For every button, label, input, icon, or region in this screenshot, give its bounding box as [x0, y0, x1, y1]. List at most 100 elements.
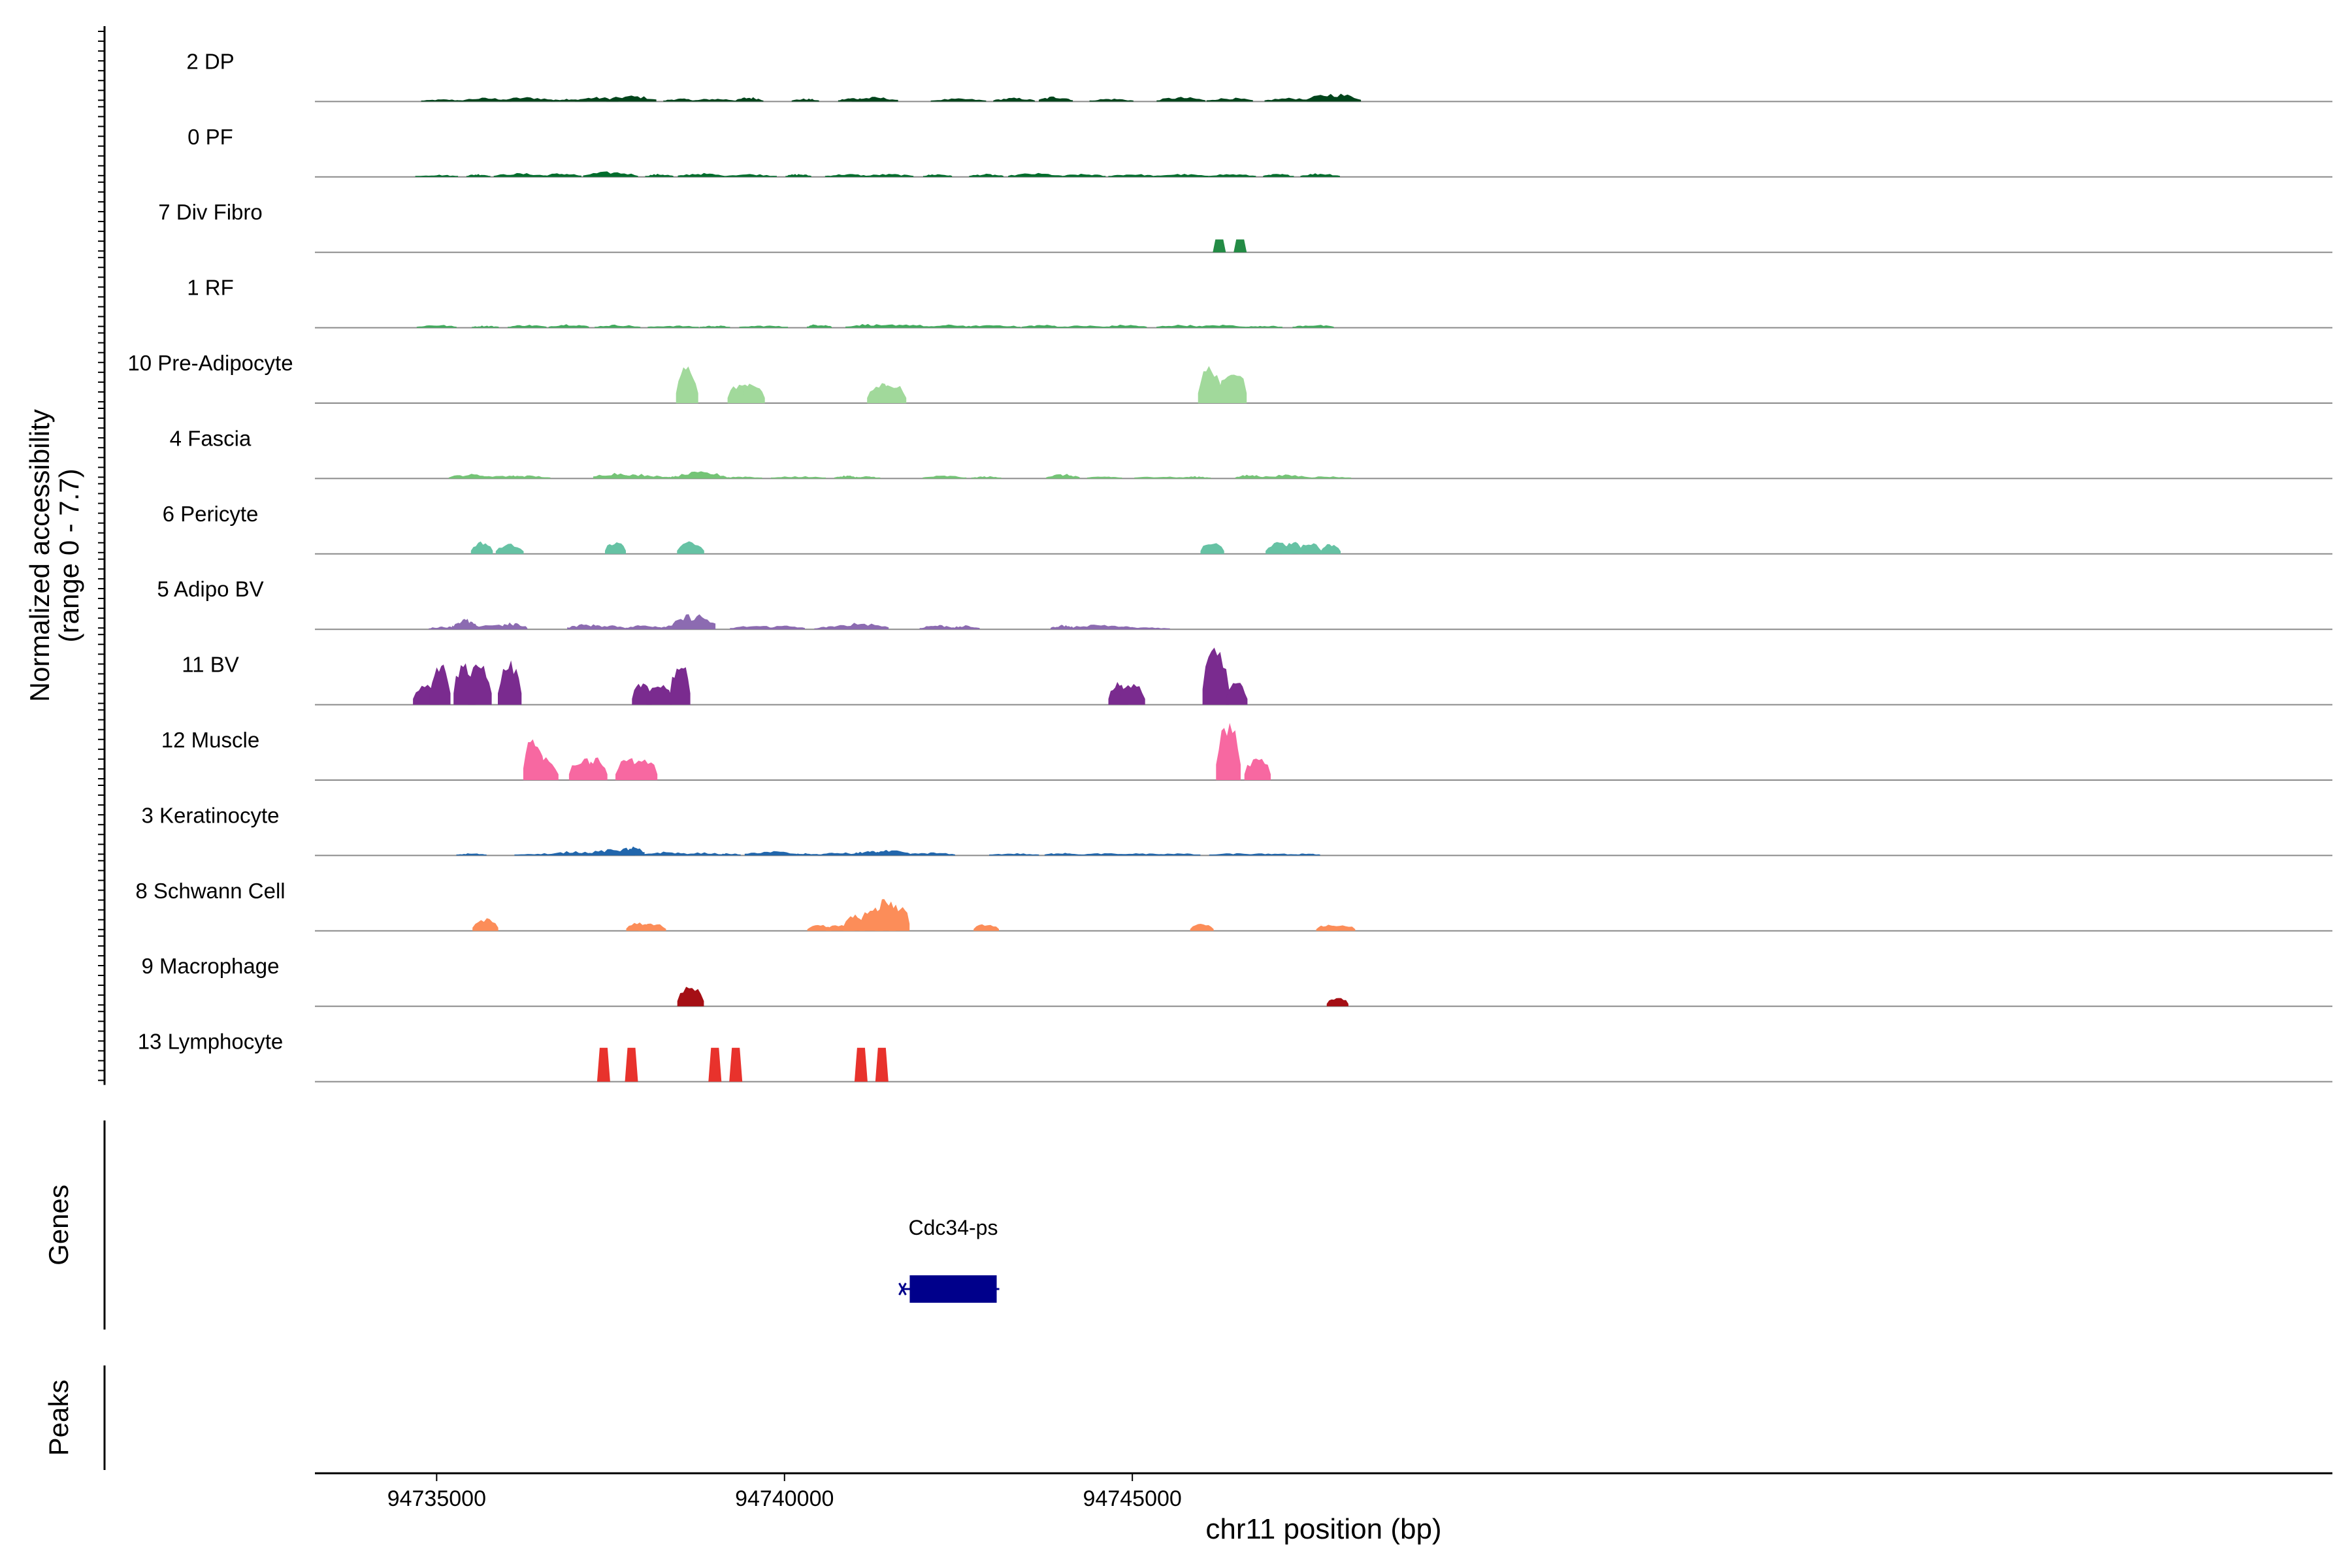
coverage-peak — [923, 174, 953, 177]
track-label: 4 Fascia — [170, 426, 252, 450]
coverage-peak — [930, 98, 987, 102]
coverage-peak — [1259, 474, 1312, 479]
track-label: 3 Keratinocyte — [142, 803, 280, 827]
coverage-peak — [670, 667, 691, 705]
coverage-peak — [854, 1047, 868, 1082]
coverage-peak — [1292, 325, 1334, 328]
coverage-peak — [867, 849, 911, 856]
coverage-peak — [1292, 853, 1320, 856]
coverage-peak — [456, 853, 487, 856]
coverage-peak — [606, 95, 657, 102]
genes-track-label: Genes — [43, 1184, 74, 1266]
coverage-peak — [1226, 683, 1248, 705]
coverage-panel: 2 DP 0 PF 7 Div Fibro 1 RF 10 Pre-Adipocyte 4… — [127, 49, 2332, 1083]
coverage-peak — [429, 626, 459, 630]
peaks-panel: Peaks — [43, 1365, 106, 1470]
coverage-peak — [493, 172, 547, 177]
coverage-peak — [1326, 925, 1356, 931]
track-label: 10 Pre-Adipocyte — [127, 351, 293, 375]
coverage-peak — [951, 625, 980, 630]
coverage-peak — [1179, 476, 1211, 479]
coverage-peak — [1303, 476, 1352, 479]
coverage-peak — [416, 325, 457, 328]
coverage-peak — [1263, 174, 1294, 177]
genes-panel: Genes Cdc34-ps — [43, 1120, 1000, 1330]
coverage-peak — [585, 757, 608, 780]
coverage-peak — [729, 1047, 743, 1082]
coverage-peak — [1045, 474, 1080, 479]
coverage-peak — [1108, 174, 1156, 177]
track-label: 1 RF — [187, 276, 234, 300]
coverage-peak — [1245, 853, 1298, 856]
coverage-peak — [1300, 173, 1340, 177]
coverage-peak — [1119, 683, 1145, 705]
coverage-peak — [646, 685, 672, 705]
track-6-pericyte: 6 Pericyte — [163, 502, 2332, 555]
coverage-peak — [618, 846, 645, 856]
coverage-peak — [548, 324, 589, 328]
coverage-peak — [678, 172, 725, 177]
coverage-peak — [1196, 325, 1250, 328]
coverage-peak — [1298, 543, 1322, 554]
coverage-peak — [495, 544, 524, 554]
coverage-peak — [675, 471, 727, 479]
coverage-peak — [459, 97, 512, 102]
track-0-pf: 0 PF — [188, 125, 2332, 178]
coverage-peak — [973, 924, 999, 931]
coverage-peak — [966, 325, 1021, 328]
gene-name-label: Cdc34-ps — [909, 1216, 998, 1239]
x-axis: 94735000 94740000 94745000 chr11 position (… — [315, 1472, 2332, 1545]
coverage-peak — [498, 660, 522, 705]
coverage-peak — [470, 541, 493, 554]
coverage-peak — [825, 174, 870, 177]
track-13-lymphocyte: 13 Lymphocyte — [138, 1030, 2332, 1083]
coverage-peak — [498, 622, 528, 630]
coverage-peak — [508, 325, 547, 328]
coverage-peak — [736, 97, 764, 102]
coverage-peak — [1200, 543, 1224, 554]
coverage-peak — [843, 914, 865, 931]
coverage-peak — [851, 97, 898, 102]
coverage-peak — [672, 614, 716, 630]
coverage-peak — [677, 541, 704, 554]
coverage-peak — [833, 623, 889, 630]
coverage-peak — [764, 625, 805, 630]
coverage-peak — [1134, 476, 1186, 479]
coverage-peak — [700, 325, 730, 328]
coverage-peak — [583, 171, 638, 177]
coverage-peak — [969, 173, 1004, 177]
coverage-peak — [1190, 924, 1214, 931]
coverage-peak — [889, 904, 910, 931]
coverage-peak — [472, 918, 498, 931]
track-12-muscle: 12 Muscle — [161, 723, 2332, 781]
coverage-peak — [1156, 325, 1206, 328]
coverage-peak — [717, 853, 741, 856]
coverage-peak — [1008, 172, 1062, 177]
coverage-peak — [595, 324, 641, 328]
coverage-peak — [625, 1047, 638, 1082]
coverage-peak — [1216, 723, 1241, 780]
coverage-peak — [415, 174, 459, 177]
coverage-peak — [1244, 759, 1271, 780]
coverage-peak — [504, 475, 551, 479]
coverage-peak — [1154, 174, 1209, 177]
coverage-peak — [818, 852, 862, 856]
coverage-peak — [1326, 998, 1348, 1007]
x-axis-label: chr11 position (bp) — [1205, 1513, 1441, 1545]
coverage-peak — [1203, 174, 1256, 177]
track-label: 8 Schwann Cell — [135, 879, 285, 903]
coverage-peak — [1039, 96, 1073, 102]
coverage-peak — [499, 97, 555, 102]
track-label: 13 Lymphocyte — [138, 1030, 284, 1054]
coverage-peak — [807, 324, 832, 328]
coverage-peak — [1103, 325, 1147, 328]
strand-arrow-icon — [898, 1282, 907, 1296]
track-2-dp: 2 DP — [186, 49, 2332, 103]
coverage-peak — [1235, 474, 1266, 479]
coverage-peak — [676, 366, 698, 403]
coverage-peak — [1147, 853, 1201, 856]
peaks-track-label: Peaks — [43, 1380, 74, 1456]
coverage-peak — [663, 98, 697, 102]
coverage-peak — [531, 757, 559, 780]
coverage-peak — [1156, 97, 1206, 102]
